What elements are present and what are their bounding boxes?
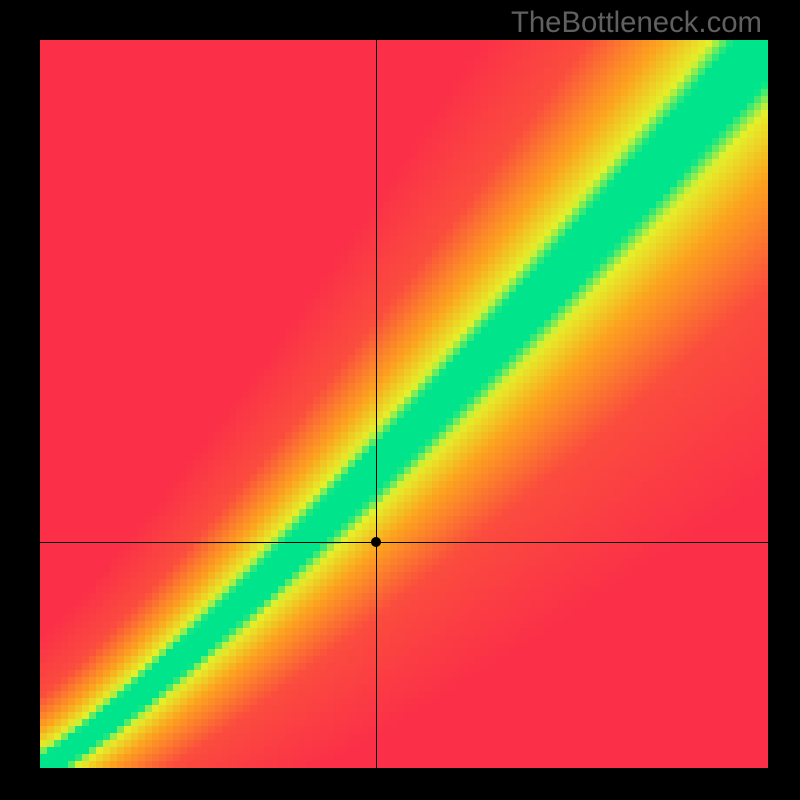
heatmap-canvas bbox=[40, 40, 768, 768]
heatmap-plot-area bbox=[40, 40, 768, 768]
chart-frame: TheBottleneck.com bbox=[0, 0, 800, 800]
watermark-text: TheBottleneck.com bbox=[511, 6, 762, 40]
crosshair-horizontal-line bbox=[40, 542, 768, 543]
crosshair-vertical-line bbox=[376, 40, 377, 768]
